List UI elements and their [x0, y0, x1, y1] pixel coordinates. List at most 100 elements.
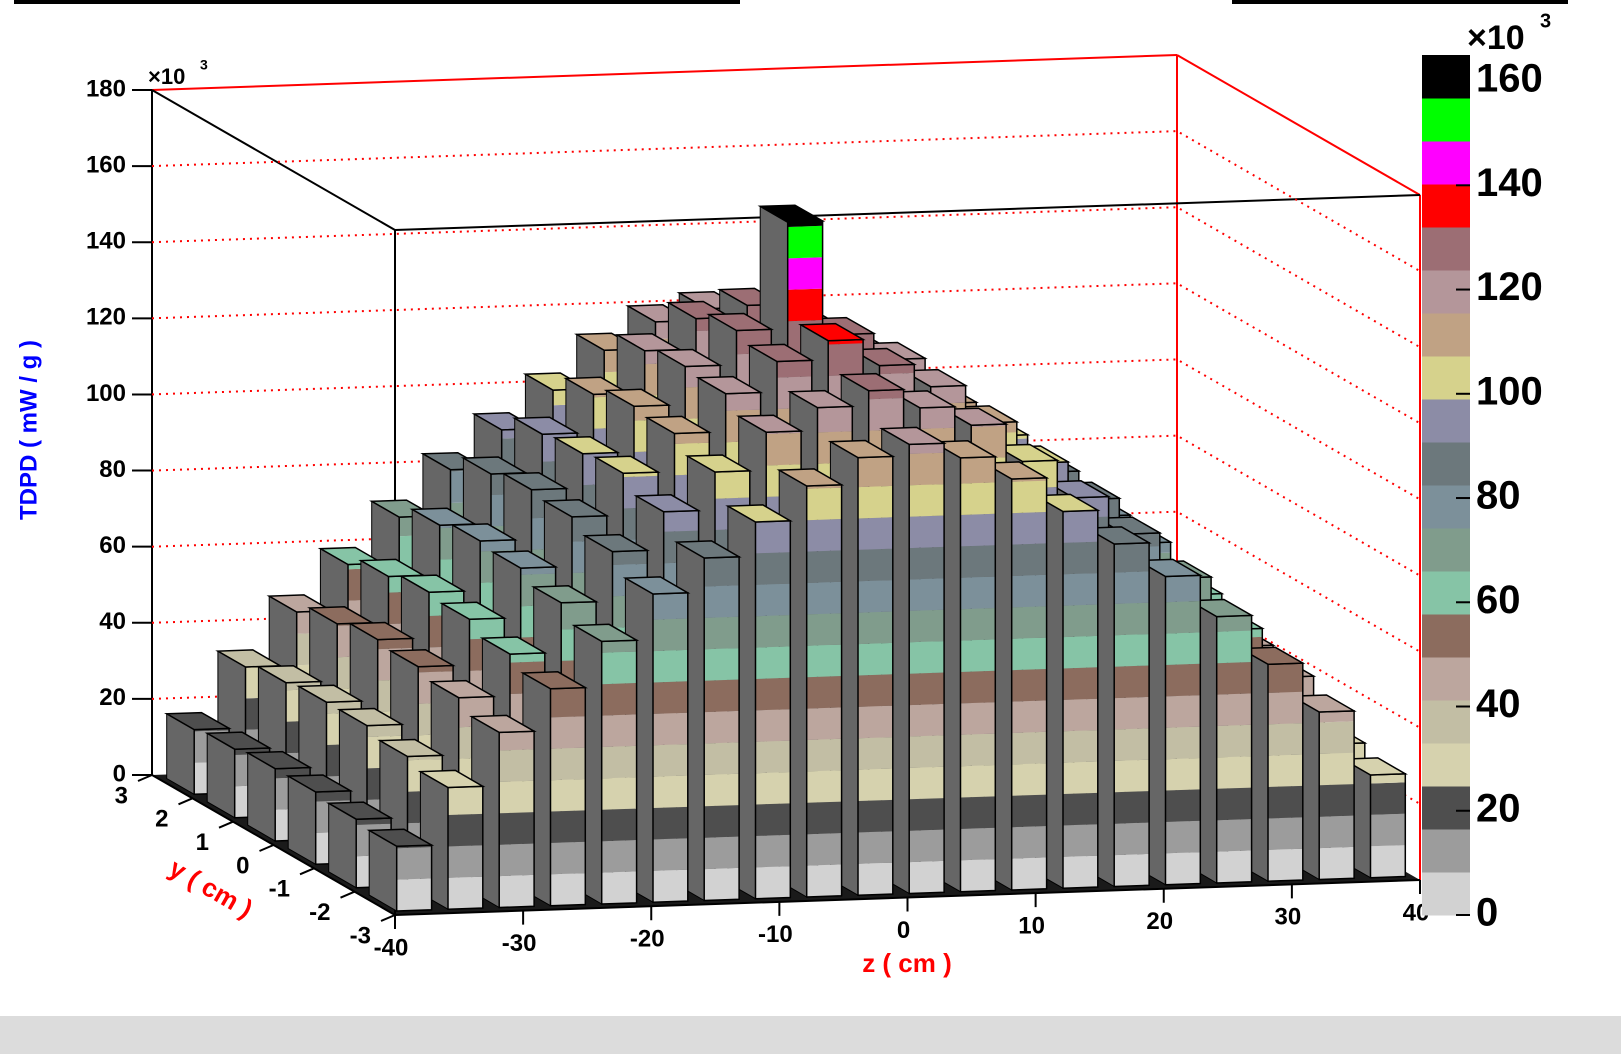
bar-band: [858, 831, 893, 864]
bar-band: [1011, 543, 1047, 576]
bar-top: [164, 711, 232, 731]
colorbar-cell: [1422, 98, 1470, 142]
bar-top: [571, 623, 640, 643]
bar-band: [499, 731, 535, 751]
bar-top: [366, 828, 435, 848]
bar-top: [827, 439, 896, 459]
bar-band: [920, 406, 955, 429]
bar-band: [858, 580, 893, 613]
value-tick-label: 160: [86, 151, 126, 178]
bar-band: [704, 836, 740, 870]
bar-band: [1063, 604, 1098, 638]
bar-band: [909, 860, 945, 894]
bar-band: [1114, 822, 1150, 856]
bar-band: [550, 841, 586, 875]
tick-mark: [380, 914, 396, 922]
bar-band: [909, 641, 945, 674]
y-tick-label: 3: [115, 782, 128, 809]
colorbar-tick-label: 160: [1476, 57, 1543, 101]
bar-top: [603, 388, 672, 408]
bar-band: [858, 611, 893, 645]
bar-band: [704, 556, 740, 587]
bar-band: [1114, 728, 1150, 761]
colorbar-tick-label: 0: [1476, 891, 1498, 935]
bar-band: [1370, 773, 1406, 784]
bar-band: [909, 609, 945, 643]
y-tick-label: 1: [196, 829, 209, 856]
bar-band: [909, 484, 945, 517]
y-tick-label: -3: [350, 922, 371, 949]
bar-band: [418, 665, 454, 673]
bar-band: [601, 683, 637, 716]
bar-band: [601, 651, 637, 685]
bar-band: [499, 780, 535, 814]
bar-top: [776, 468, 845, 487]
bar-band: [806, 644, 842, 678]
bar-band: [1114, 542, 1150, 573]
colorbar-exponent: 3: [1540, 10, 1551, 32]
bar-band: [806, 707, 842, 740]
bar-band: [601, 714, 637, 747]
bar-band: [1063, 698, 1098, 732]
bar-band: [396, 847, 432, 880]
bar-band: [1011, 669, 1047, 702]
bar-band: [1216, 787, 1252, 821]
colorbar-cell: [1422, 356, 1470, 400]
bar-top: [593, 455, 661, 475]
bar-band: [1319, 784, 1355, 817]
bar-band: [1268, 785, 1303, 819]
bar-band: [960, 608, 996, 641]
colorbar-tick-label: 40: [1476, 682, 1521, 726]
bar-band: [858, 737, 893, 770]
bar-top: [296, 684, 364, 703]
grid-line: [151, 206, 1421, 349]
bar-top: [798, 322, 866, 342]
colorbar-cell: [1422, 55, 1470, 99]
bar-band: [561, 601, 597, 630]
bar-band: [499, 749, 535, 782]
bar-band: [755, 866, 791, 899]
bar-band: [787, 288, 823, 322]
bar-band: [1165, 695, 1201, 728]
axis-multiplier: ×10: [148, 64, 185, 89]
bar-top: [479, 636, 548, 655]
x-tick-label: -40: [374, 934, 409, 961]
bar-top: [695, 375, 764, 395]
bar-top: [655, 348, 723, 368]
bar-top: [552, 435, 621, 455]
bar-band: [755, 803, 791, 836]
bar-band: [1165, 820, 1201, 854]
bar: [1135, 558, 1203, 886]
bar: [1237, 646, 1306, 883]
grid-line: [151, 130, 1421, 272]
bar-band: [806, 833, 842, 866]
bar-band: [858, 799, 893, 833]
colorbar-cell: [1422, 227, 1470, 271]
colorbar-tick-label: 20: [1476, 786, 1521, 830]
colorbar-tick-label: 60: [1476, 578, 1521, 622]
colorbar-tick-label: 140: [1476, 161, 1543, 205]
x-tick-label: 10: [1018, 912, 1045, 939]
bar-top: [347, 621, 416, 641]
bar-band: [704, 616, 740, 650]
colorbar-cell: [1422, 614, 1470, 658]
bar-band: [868, 389, 904, 400]
bar-band: [960, 733, 996, 767]
tick-mark: [340, 890, 355, 899]
bar-band: [499, 843, 535, 877]
bar-band: [499, 812, 535, 845]
bar-band: [1063, 761, 1098, 794]
bar-band: [704, 867, 740, 901]
bar-band: [1268, 754, 1303, 787]
bar-band: [704, 648, 740, 681]
colorbar-multiplier: ×10: [1467, 19, 1525, 57]
bar-band: [1063, 667, 1098, 700]
value-tick-label: 100: [86, 380, 126, 407]
bar-band: [356, 818, 392, 825]
bar-top: [428, 679, 497, 699]
bar-band: [806, 550, 842, 583]
bar-band: [1165, 601, 1201, 634]
bar-band: [766, 432, 802, 466]
bar-top: [531, 585, 599, 604]
bar: [981, 461, 1050, 891]
